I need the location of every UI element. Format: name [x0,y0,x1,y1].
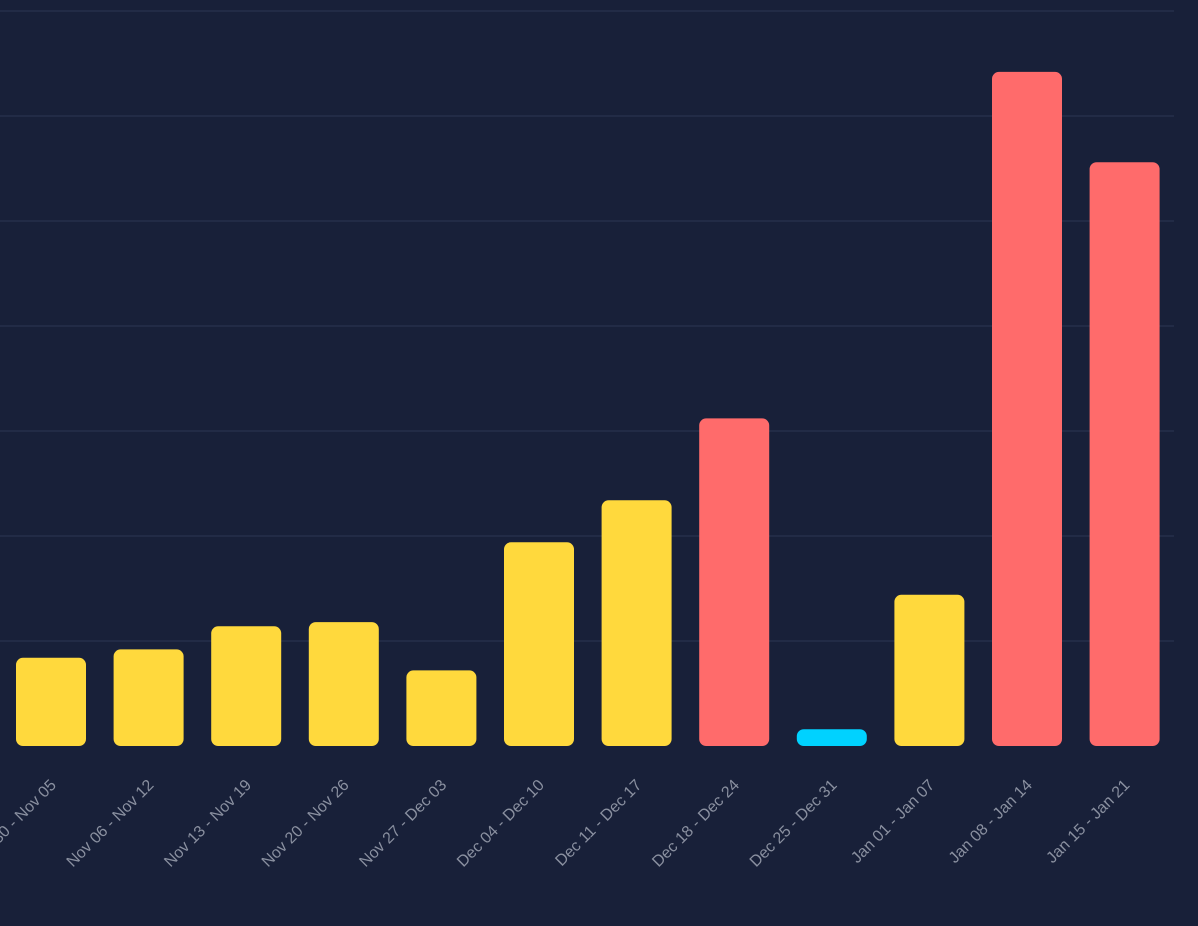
x-tick-label: Nov 13 - Nov 19 [161,777,255,871]
x-tick-label: Oct 30 - Nov 05 [0,777,60,868]
x-tick-label: Dec 04 - Dec 10 [454,777,548,871]
bar-3[interactable] [211,626,282,746]
x-tick-label: Dec 25 - Dec 31 [747,777,841,871]
x-tick-label: Jan 01 - Jan 07 [848,777,938,867]
x-tick-label: Nov 27 - Dec 03 [356,777,450,871]
bar-2[interactable] [113,649,184,746]
x-tick-label: Dec 18 - Dec 24 [649,777,743,871]
x-tick-label: Nov 20 - Nov 26 [259,777,353,871]
bar-11[interactable] [992,71,1062,746]
x-tick-label: Jan 08 - Jan 14 [946,777,1036,867]
x-tick-label: Jan 15 - Jan 21 [1043,777,1133,867]
x-tick-label: Nov 06 - Nov 12 [64,777,158,871]
bar-7[interactable] [601,500,672,746]
bar-9[interactable] [796,729,867,746]
bars [16,71,1160,746]
bar-5[interactable] [406,670,477,746]
bar-1[interactable] [16,657,86,746]
bar-8[interactable] [699,418,770,746]
bar-6[interactable] [504,542,574,746]
bar-12[interactable] [1089,162,1160,746]
bar-4[interactable] [308,622,379,746]
gridlines [0,10,1174,642]
bar-10[interactable] [894,594,965,746]
x-tick-label: Dec 11 - Dec 17 [552,777,645,870]
